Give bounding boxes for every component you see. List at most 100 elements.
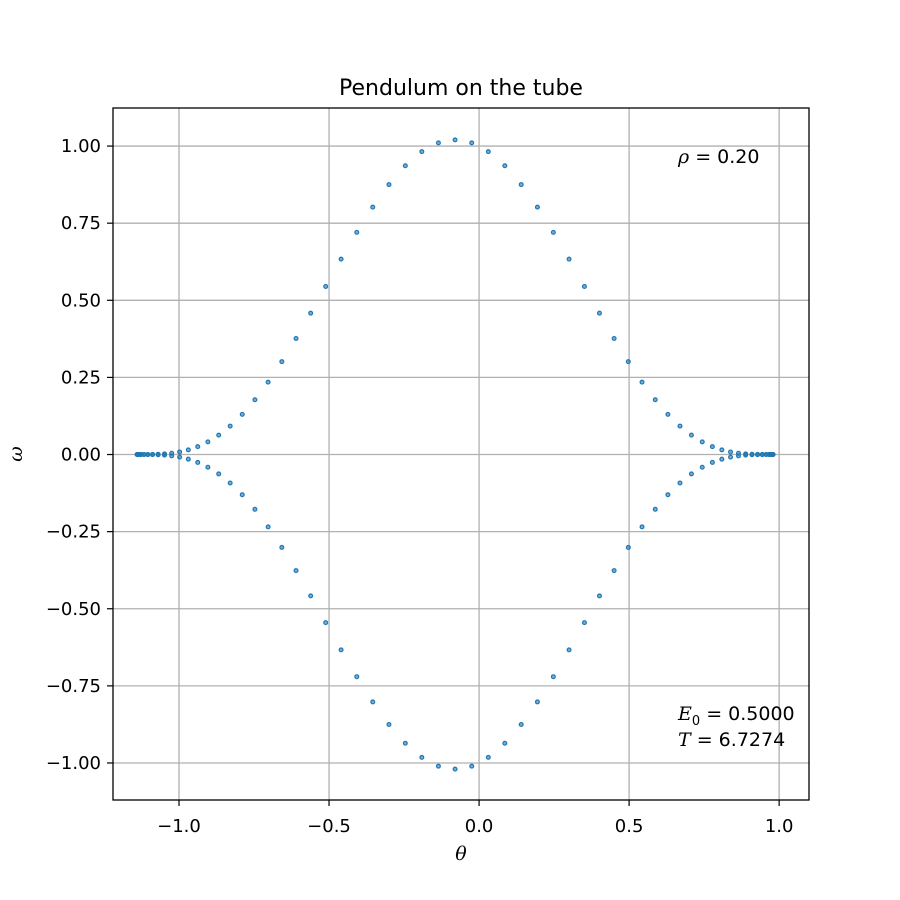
data-point [596,310,602,316]
data-point [469,140,475,146]
data-point [699,464,705,470]
data-point [419,149,425,155]
period-symbol: T [678,729,692,751]
data-point [743,452,749,458]
chart-title: Pendulum on the tube [339,76,583,101]
y-tick-label: −0.75 [46,676,101,697]
y-tick-label: 0.50 [61,290,101,311]
data-point [755,452,761,458]
data-point [150,452,156,458]
data-point [279,544,285,550]
data-point [323,620,329,626]
data-point [402,740,408,746]
y-tick-label: −0.25 [46,522,101,543]
data-point [386,721,392,727]
data-point [759,452,765,458]
data-point [611,568,617,574]
data-point [485,754,491,760]
data-point [227,480,233,486]
data-point [699,439,705,445]
data-point [338,256,344,262]
data-point [709,444,715,450]
data-point [485,149,491,155]
data-point [386,182,392,188]
data-point [625,359,631,365]
data-point [518,721,524,727]
data-point [402,163,408,169]
x-tick-label: −1.0 [157,816,201,837]
data-point [141,452,147,458]
period-value: = 6.7274 [691,729,785,751]
data-point [452,137,458,143]
data-point [177,454,183,460]
data-point [177,449,183,455]
data-point [265,379,271,385]
y-tick-label: 1.00 [61,136,101,157]
data-point [581,283,587,289]
data-point [709,459,715,465]
data-point [145,452,151,458]
y-axis-label: ω [5,446,27,462]
x-tick-label: 0.5 [615,816,644,837]
data-point [252,397,258,403]
data-point [239,411,245,417]
x-tick-label: −0.5 [307,816,351,837]
data-point [652,397,658,403]
y-tick-label: 0.75 [61,213,101,234]
data-point [566,256,572,262]
data-point [639,379,645,385]
data-point [216,432,222,438]
data-point [435,763,441,769]
data-point [338,647,344,653]
data-point [216,471,222,477]
data-point [639,524,645,530]
data-point [596,593,602,599]
data-point [550,229,556,235]
data-point [581,620,587,626]
data-point [452,766,458,772]
y-tick-label: 0.25 [61,367,101,388]
period-annotation: T = 6.7274 [678,729,785,751]
data-point [354,674,360,680]
data-point [195,459,201,465]
axis-ticks: −1.0 −0.5 0.0 0.5 1.0 1.00 0.75 0.50 0.25 0.00 −0.… [46,136,794,837]
data-point [688,471,694,477]
data-point [677,423,683,429]
data-point [308,593,314,599]
data-points [134,137,776,772]
data-point [534,204,540,210]
data-point [566,647,572,653]
data-point [728,454,734,460]
grid-lines [113,108,809,800]
data-point [185,456,191,462]
rho-symbol: ρ [677,146,690,168]
data-point [677,480,683,486]
data-point [293,568,299,574]
data-point [502,163,508,169]
data-point [688,432,694,438]
y-tick-label: 0.00 [61,445,101,466]
data-point [169,453,175,459]
data-point [419,754,425,760]
data-point [665,492,671,498]
data-point [155,452,161,458]
data-point [611,335,617,341]
x-tick-label: 0.0 [465,816,494,837]
data-point [625,544,631,550]
data-point [354,229,360,235]
data-point [205,439,211,445]
data-point [518,182,524,188]
data-point [308,310,314,316]
data-point [162,452,168,458]
data-point [293,335,299,341]
data-point [770,452,776,458]
y-tick-label: −0.50 [46,599,101,620]
data-point [205,464,211,470]
energy-value: = 0.5000 [700,703,794,725]
data-point [728,449,734,455]
data-point [719,456,725,462]
data-point [252,506,258,512]
